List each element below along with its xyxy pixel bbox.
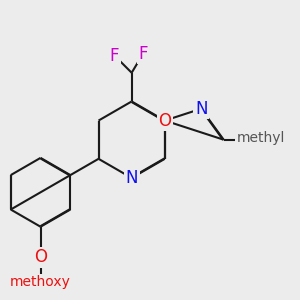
Text: F: F xyxy=(138,45,148,63)
Text: F: F xyxy=(110,46,119,64)
Text: methyl: methyl xyxy=(236,131,285,145)
Text: methoxy: methoxy xyxy=(10,275,71,289)
Text: O: O xyxy=(158,112,171,130)
Text: N: N xyxy=(195,100,207,118)
Text: O: O xyxy=(34,248,47,266)
Text: N: N xyxy=(125,169,138,187)
